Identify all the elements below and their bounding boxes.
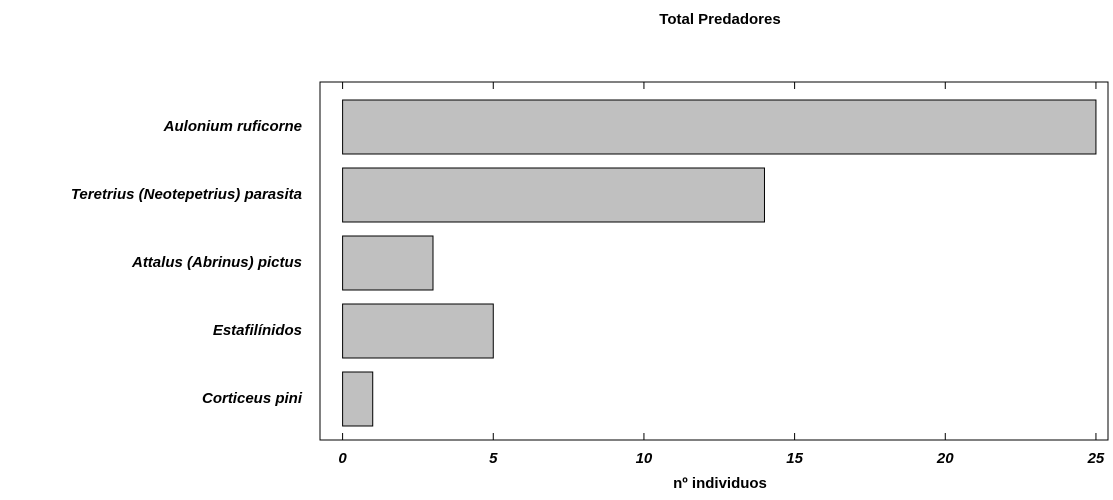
- y-tick-label: Teretrius (Neotepetrius) parasita: [71, 186, 302, 203]
- x-tick-label: 0: [338, 450, 347, 467]
- x-tick-label: 5: [489, 450, 498, 467]
- x-tick-label: 25: [1087, 450, 1105, 467]
- x-tick-label: 20: [936, 450, 954, 467]
- bar: [342, 303, 494, 359]
- bar: [342, 167, 765, 223]
- y-tick-label: Corticeus pini: [202, 390, 303, 407]
- x-tick-label: 10: [636, 450, 653, 467]
- x-axis-label: nº individuos: [673, 475, 767, 492]
- chart-title: Total Predadores: [659, 11, 780, 28]
- y-tick-label: Estafilínidos: [213, 322, 302, 339]
- plot-frame: [319, 81, 1109, 441]
- bar: [342, 235, 434, 291]
- bar: [342, 99, 1097, 155]
- bar: [342, 371, 374, 427]
- y-tick-label: Attalus (Abrinus) pictus: [131, 254, 302, 271]
- x-tick-label: 15: [786, 450, 803, 467]
- y-tick-label: Aulonium ruficorne: [163, 118, 302, 135]
